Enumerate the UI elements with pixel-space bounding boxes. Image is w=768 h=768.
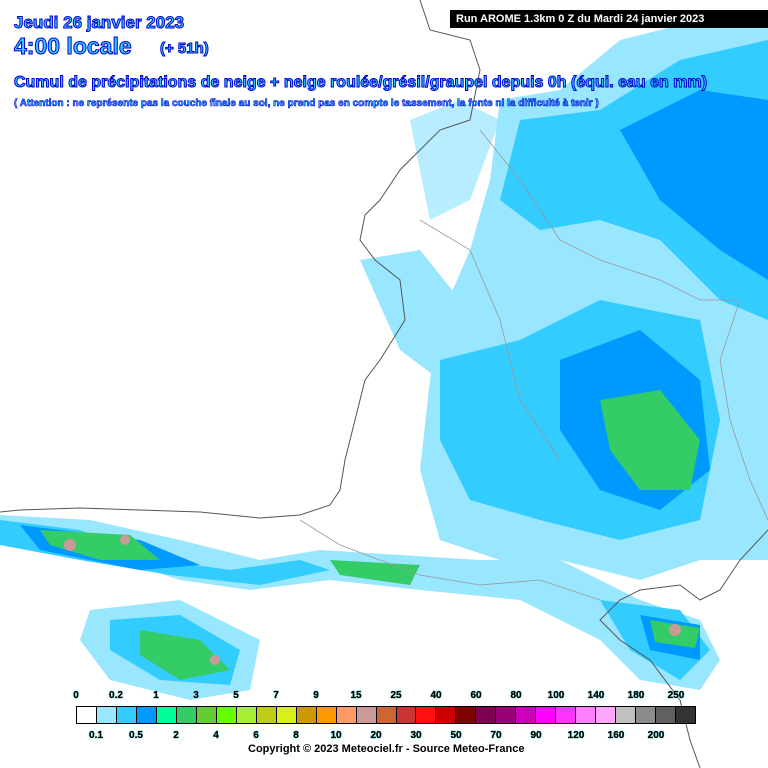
legend-label-bottom: 8: [293, 730, 299, 741]
legend-swatch: [516, 707, 537, 723]
borders: [299, 129, 768, 601]
legend-label-top: 0.2: [109, 690, 123, 701]
legend-label-top: 1: [153, 690, 159, 701]
legend-swatch: [556, 707, 577, 723]
legend-swatch: [356, 707, 377, 723]
map-warning: ( Attention : ne représente pas la couch…: [14, 98, 599, 110]
forecast-lead-time: (+ 51h): [160, 40, 210, 58]
legend-swatch: [256, 707, 277, 723]
legend-swatch: [316, 707, 337, 723]
color-legend: [76, 706, 696, 724]
legend-swatch: [416, 707, 437, 723]
legend-label-bottom: 2: [173, 730, 179, 741]
legend-label-top: 9: [313, 690, 319, 701]
legend-label-bottom: 70: [490, 730, 502, 741]
legend-label-bottom: 120: [567, 730, 585, 741]
legend-swatch: [96, 707, 117, 723]
legend-label-top: 80: [510, 690, 522, 701]
legend-swatch: [116, 707, 137, 723]
legend-label-bottom: 30: [410, 730, 422, 741]
legend-label-bottom: 90: [530, 730, 542, 741]
legend-label-top: 5: [233, 690, 239, 701]
legend-swatch: [576, 707, 597, 723]
legend-swatch: [77, 707, 97, 723]
legend-swatch: [536, 707, 557, 723]
forecast-date: Jeudi 26 janvier 2023: [13, 13, 185, 33]
legend-swatch: [496, 707, 517, 723]
legend-swatch: [196, 707, 217, 723]
map-title: Cumul de précipitations de neige + neige…: [13, 74, 708, 92]
legend-label-top: 60: [470, 690, 482, 701]
legend-label-top: 180: [627, 690, 645, 701]
legend-label-top: 40: [430, 690, 442, 701]
legend-swatch: [476, 707, 497, 723]
legend-swatch: [596, 707, 617, 723]
legend-swatch: [176, 707, 197, 723]
legend-label-bottom: 10: [330, 730, 342, 741]
legend-swatch: [616, 707, 637, 723]
legend-label-top: 140: [587, 690, 605, 701]
legend-swatch: [336, 707, 357, 723]
forecast-local-time: 4:00 locale: [14, 33, 133, 60]
legend-label-bottom: 50: [450, 730, 462, 741]
legend-label-bottom: 200: [647, 730, 665, 741]
precipitation-peak: [64, 535, 681, 665]
legend-swatch: [436, 707, 457, 723]
legend-swatch: [676, 707, 696, 723]
legend-swatch: [456, 707, 477, 723]
legend-swatch: [296, 707, 317, 723]
legend-label-top: 25: [390, 690, 402, 701]
run-info: Run AROME 1.3km 0 Z du Mardi 24 janvier …: [450, 10, 768, 28]
legend-label-bottom: 0.1: [89, 730, 103, 741]
legend-label-top: 250: [667, 690, 685, 701]
legend-label-top: 7: [273, 690, 279, 701]
legend-label-bottom: 0.5: [129, 730, 143, 741]
legend-swatch: [376, 707, 397, 723]
legend-label-top: 3: [193, 690, 199, 701]
legend-swatch: [276, 707, 297, 723]
copyright: Copyright © 2023 Meteociel.fr - Source M…: [248, 743, 525, 755]
legend-label-top: 100: [547, 690, 565, 701]
legend-label-bottom: 4: [213, 730, 219, 741]
legend-label-top: 15: [350, 690, 362, 701]
legend-swatch: [236, 707, 257, 723]
legend-label-bottom: 6: [253, 730, 259, 741]
legend-swatch: [216, 707, 237, 723]
legend-swatch: [636, 707, 657, 723]
legend-label-bottom: 20: [370, 730, 382, 741]
legend-swatch: [136, 707, 157, 723]
legend-swatch: [396, 707, 417, 723]
legend-swatch: [156, 707, 177, 723]
legend-label-top: 0: [73, 690, 79, 701]
legend-label-bottom: 160: [607, 730, 625, 741]
legend-swatch: [656, 707, 677, 723]
